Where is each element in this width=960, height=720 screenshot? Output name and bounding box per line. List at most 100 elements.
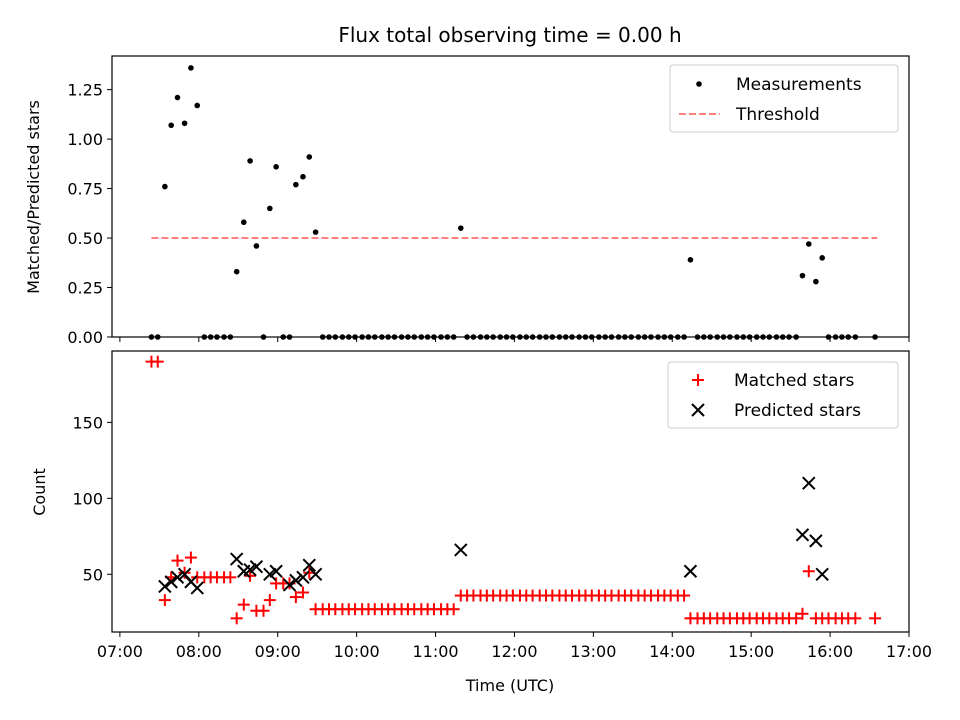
- measurements-point: [674, 334, 681, 340]
- measurements-point: [813, 278, 819, 285]
- count-plot-area: [111, 350, 910, 633]
- x-tick-label: 12:00: [491, 642, 537, 661]
- x-tick-label: 13:00: [570, 642, 616, 661]
- matched-stars-point: [184, 551, 197, 564]
- measurements-point: [201, 334, 208, 340]
- measurements-point: [793, 334, 799, 340]
- ratio-legend-box: [669, 64, 899, 133]
- measurements-point: [450, 334, 457, 340]
- measurements-point: [661, 334, 668, 340]
- measurements-point: [681, 334, 687, 340]
- predicted-stars-point: [454, 543, 468, 557]
- measurements-point: [523, 334, 530, 340]
- measurements-point: [576, 334, 582, 340]
- measurements-point: [359, 334, 365, 340]
- measurements-point: [148, 334, 155, 340]
- measurements-point: [832, 334, 839, 340]
- measurements-point: [253, 243, 260, 249]
- ratio-y-tick-label: 0.00: [67, 328, 103, 347]
- predicted-stars-point: [802, 476, 816, 490]
- measurements-point: [424, 334, 431, 340]
- threshold-legend-label: Threshold: [735, 105, 820, 125]
- measurements-point: [385, 334, 391, 340]
- measurements-point: [503, 334, 510, 340]
- predicted-stars-point: [296, 570, 310, 585]
- matched-stars-point: [447, 603, 460, 616]
- measurements-point: [819, 255, 825, 261]
- count-panel: 07:00 08:00 09:00 10:00 11:00 12:00 13:00 14:00…: [30, 350, 932, 695]
- measurements-point: [293, 181, 299, 188]
- ratio-y-tick-label: 1.25: [67, 81, 103, 100]
- count-legend-box: [667, 361, 899, 429]
- matched-stars-point: [224, 571, 237, 584]
- x-tick-label: 17:00: [886, 642, 932, 661]
- measurements-point: [582, 334, 589, 340]
- measurements-point: [707, 334, 713, 340]
- measurements-point: [556, 334, 563, 340]
- matched-stars-point: [263, 594, 276, 607]
- ratio-y-tick-label: 1.00: [67, 130, 103, 149]
- ratio-marks: [148, 65, 878, 340]
- measurements-point: [622, 334, 628, 340]
- measurements-point: [596, 334, 602, 340]
- measurements-point: [529, 334, 536, 340]
- measurements-point: [549, 334, 556, 340]
- measurements-point: [286, 334, 293, 340]
- predicted-stars-point: [289, 573, 303, 588]
- measurements-point: [727, 334, 733, 340]
- measurements-point: [852, 334, 859, 340]
- measurements-point: [312, 229, 319, 235]
- measurements-point: [470, 334, 477, 340]
- measurements-point: [760, 334, 766, 340]
- matched-stars-point: [796, 607, 809, 620]
- measurements-point: [260, 334, 267, 340]
- predicted-stars-point: [269, 564, 283, 578]
- measurements-point: [438, 334, 444, 340]
- measurements-point: [845, 334, 852, 340]
- matched-stars-point: [678, 589, 691, 602]
- count-y-axis-label: Count: [30, 468, 49, 516]
- matched-stars-point: [802, 565, 815, 578]
- measurements-point: [207, 334, 214, 340]
- measurements-point: [799, 272, 806, 279]
- measurements-point: [734, 334, 740, 340]
- x-tick-label: 15:00: [728, 642, 774, 661]
- measurements-point: [562, 334, 569, 340]
- measurements-legend-marker: [696, 81, 702, 87]
- ratio-y-tick-label: 0.50: [67, 229, 103, 248]
- measurements-point: [477, 334, 484, 340]
- predicted-stars-point: [282, 578, 297, 592]
- measurements-point: [332, 334, 339, 340]
- predicted-stars-point: [809, 534, 823, 548]
- ratio-legend: Measurements Threshold: [669, 64, 899, 133]
- measurements-point: [411, 334, 418, 340]
- measurements-point: [418, 334, 425, 340]
- predicted-stars-point: [683, 564, 698, 578]
- count-marks: [145, 355, 882, 625]
- measurements-point: [188, 65, 194, 71]
- x-axis-label: Time (UTC): [465, 676, 554, 695]
- measurements-point: [168, 122, 174, 129]
- x-tick-label: 08:00: [176, 642, 222, 661]
- measurements-point: [786, 334, 792, 340]
- measurements-point: [280, 334, 287, 340]
- measurements-point: [273, 164, 279, 170]
- predicted-stars-point: [170, 570, 185, 585]
- predicted-stars-point: [249, 559, 264, 574]
- measurements-point: [345, 334, 352, 340]
- measurements-point: [339, 334, 346, 340]
- matched-stars-point: [790, 612, 803, 625]
- measurements-point: [648, 334, 654, 340]
- predicted-stars-point: [190, 581, 204, 595]
- matched-stars-point: [230, 612, 243, 625]
- measurements-point: [628, 334, 635, 340]
- measurements-point: [194, 102, 201, 109]
- measurements-point: [227, 334, 234, 340]
- measurements-point: [714, 334, 721, 340]
- measurements-point: [543, 334, 549, 340]
- matched-stars-point: [289, 591, 302, 604]
- measurements-point: [517, 334, 523, 340]
- x-tick-label: 11:00: [412, 642, 458, 661]
- x-tick-label: 16:00: [807, 642, 853, 661]
